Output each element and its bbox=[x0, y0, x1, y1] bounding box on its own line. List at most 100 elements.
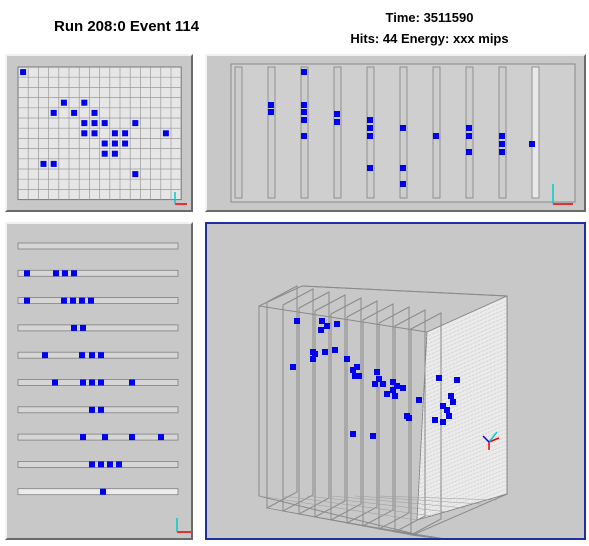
detector-plane bbox=[366, 66, 375, 199]
texture-line bbox=[475, 308, 480, 504]
floor-line bbox=[354, 495, 482, 505]
texture-line bbox=[497, 299, 500, 497]
hit-marker bbox=[334, 321, 340, 327]
texture-line bbox=[500, 298, 502, 496]
hit-marker bbox=[444, 407, 450, 413]
front-view-panel[interactable] bbox=[5, 54, 193, 212]
texture-line bbox=[472, 309, 477, 504]
hit-marker bbox=[100, 488, 106, 495]
texture-line bbox=[494, 300, 497, 498]
texture-line bbox=[460, 314, 466, 508]
hit-marker bbox=[102, 434, 108, 441]
texture-line bbox=[493, 301, 496, 498]
texture-line bbox=[496, 300, 498, 498]
texture-line bbox=[454, 316, 461, 510]
detector-plane bbox=[410, 312, 442, 536]
hit-marker bbox=[374, 369, 380, 375]
detector-plane bbox=[346, 300, 378, 524]
hit-marker bbox=[88, 297, 94, 304]
hit-marker bbox=[354, 364, 360, 370]
hit-marker bbox=[81, 99, 88, 106]
hit-marker bbox=[334, 111, 340, 117]
detector-plane bbox=[399, 66, 408, 199]
hit-marker bbox=[350, 431, 356, 437]
hit-marker bbox=[50, 160, 57, 167]
detector-plane bbox=[394, 309, 426, 533]
texture-line bbox=[458, 315, 465, 508]
detector-plane bbox=[531, 66, 540, 199]
detector-plane bbox=[17, 242, 179, 250]
side-view-panel[interactable] bbox=[205, 54, 586, 212]
texture-line bbox=[457, 315, 464, 509]
hit-marker bbox=[24, 270, 30, 277]
detector-plane bbox=[465, 66, 474, 199]
hit-marker bbox=[332, 347, 338, 353]
hit-marker bbox=[290, 364, 296, 370]
floor-line bbox=[282, 495, 434, 517]
hit-marker bbox=[158, 434, 164, 441]
detector-plane bbox=[267, 66, 276, 199]
hit-marker bbox=[42, 352, 48, 359]
hit-marker bbox=[404, 413, 410, 419]
hit-marker bbox=[162, 130, 169, 137]
detector-plane bbox=[298, 291, 330, 515]
axis-y bbox=[482, 435, 490, 443]
hit-marker bbox=[53, 270, 59, 277]
texture-line bbox=[479, 306, 484, 502]
hit-marker bbox=[356, 373, 362, 379]
hit-marker bbox=[380, 381, 386, 387]
hit-marker bbox=[367, 165, 373, 171]
detector-plane bbox=[17, 433, 179, 441]
detector-plane bbox=[266, 285, 298, 509]
hit-marker bbox=[111, 130, 118, 137]
top-view-panel[interactable] bbox=[5, 222, 193, 540]
hit-marker bbox=[454, 377, 460, 383]
hit-marker bbox=[294, 318, 300, 324]
hit-marker bbox=[20, 69, 27, 76]
texture-line bbox=[464, 312, 470, 507]
top-view-canvas bbox=[17, 242, 191, 533]
hit-marker bbox=[322, 349, 328, 355]
hit-marker bbox=[301, 133, 307, 139]
texture-line bbox=[482, 305, 486, 501]
hit-marker bbox=[101, 120, 108, 127]
hit-marker bbox=[111, 140, 118, 147]
hit-marker bbox=[301, 102, 307, 108]
hit-marker bbox=[116, 461, 122, 468]
hit-marker bbox=[71, 270, 77, 277]
hit-marker bbox=[466, 149, 472, 155]
texture-line bbox=[476, 307, 481, 503]
texture-line bbox=[490, 302, 493, 499]
hit-marker bbox=[466, 125, 472, 131]
hit-marker bbox=[50, 109, 57, 116]
floor-line bbox=[378, 495, 498, 501]
front-view-canvas bbox=[17, 66, 187, 205]
hit-marker bbox=[79, 352, 85, 359]
hits-energy-label: Hits: 44 Energy: xxx mips bbox=[350, 31, 509, 46]
hit-marker bbox=[318, 327, 324, 333]
run-title: Run 208:0 Event 114 bbox=[54, 18, 200, 35]
hit-marker bbox=[62, 270, 68, 277]
texture-line bbox=[481, 306, 485, 502]
hit-marker bbox=[122, 130, 129, 137]
hit-marker bbox=[70, 297, 76, 304]
axis-x bbox=[488, 437, 500, 443]
hit-marker bbox=[499, 149, 505, 155]
hit-marker bbox=[400, 181, 406, 187]
time-label: Time: 3511590 bbox=[385, 10, 474, 25]
hit-marker bbox=[80, 379, 86, 386]
texture-line bbox=[473, 309, 478, 504]
hit-marker bbox=[440, 403, 446, 409]
texture-line bbox=[491, 301, 494, 499]
hit-marker bbox=[392, 393, 398, 399]
detector-plane bbox=[17, 488, 179, 496]
hit-marker bbox=[416, 397, 422, 403]
hit-marker bbox=[79, 297, 85, 304]
texture-line bbox=[478, 307, 482, 503]
hit-marker bbox=[122, 140, 129, 147]
hit-marker bbox=[91, 130, 98, 137]
hit-marker bbox=[52, 379, 58, 386]
3d-view-panel[interactable] bbox=[205, 222, 586, 540]
hit-marker bbox=[268, 109, 274, 115]
hit-marker bbox=[350, 367, 356, 373]
